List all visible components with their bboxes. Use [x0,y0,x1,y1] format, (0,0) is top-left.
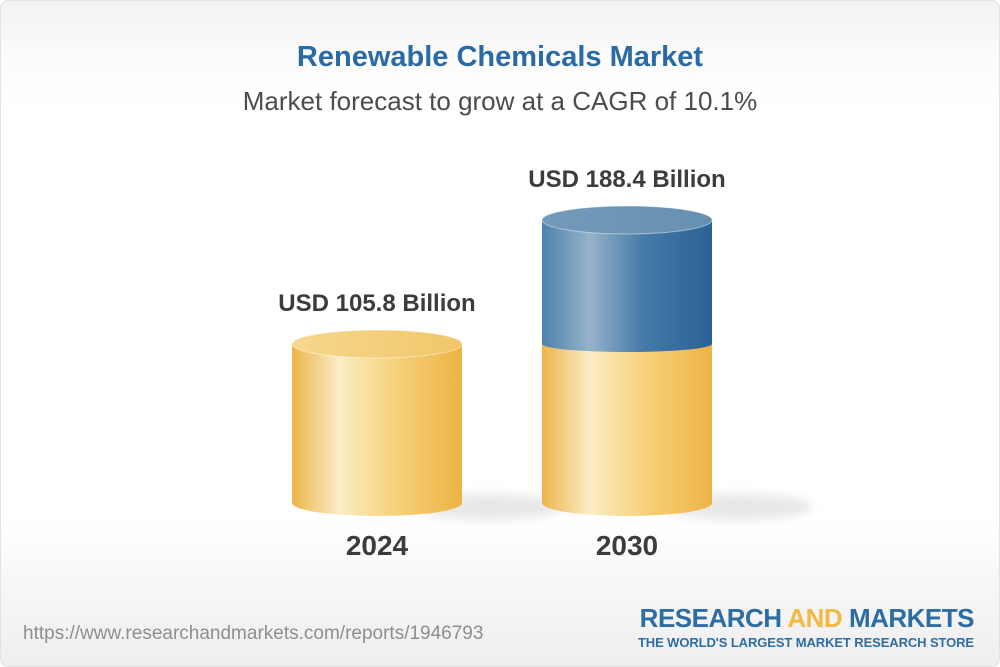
logo-word-research: RESEARCH [639,603,782,633]
category-label-2024: 2024 [345,530,409,561]
chart-title: Renewable Chemicals Market [296,41,704,73]
category-label-2030: 2030 [595,530,659,561]
value-label-2024: USD 105.8 Billion [278,290,476,317]
value-label-2030: USD 188.4 Billion [528,166,726,193]
report-url: https://www.researchandmarkets.com/repor… [23,623,484,644]
research-and-markets-logo: RESEARCH AND MARKETS THE WORLD'S LARGEST… [637,603,975,650]
logo-word-and: AND [787,603,843,633]
chart-subtitle: Market forecast to grow at a CAGR of 10.… [242,86,758,116]
logo-tagline: THE WORLD'S LARGEST MARKET RESEARCH STOR… [637,635,974,650]
logo-word-markets: MARKETS [848,603,975,633]
logo-wordmark: RESEARCH AND MARKETS [638,603,975,633]
